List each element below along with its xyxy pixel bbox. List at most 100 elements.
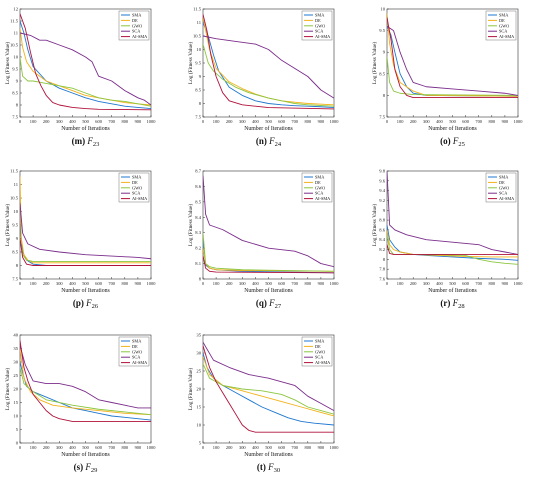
- caption-letter: (m): [72, 136, 88, 146]
- x-tick-label: 800: [305, 281, 312, 286]
- x-tick-label: 300: [56, 445, 63, 450]
- x-axis-label: Number of Iterations: [244, 125, 293, 132]
- y-tick-label: 9.5: [12, 67, 18, 72]
- legend-label: DE: [132, 344, 138, 349]
- series-line-ai-sma: [20, 13, 151, 111]
- x-tick-label: 0: [19, 445, 22, 450]
- x-tick-label: 600: [278, 119, 285, 124]
- y-tick-label: 8.5: [12, 250, 18, 255]
- x-tick-label: 600: [462, 119, 469, 124]
- series-line-sca: [387, 171, 518, 255]
- x-tick-label: 0: [19, 119, 22, 124]
- legend-label: DE: [132, 180, 138, 185]
- x-tick-label: 100: [30, 281, 37, 286]
- caption-subscript: 26: [92, 303, 99, 310]
- y-tick-label: 8.5: [195, 88, 201, 93]
- x-tick-label: 100: [213, 119, 220, 124]
- y-axis-label: Log (Fitness Value): [187, 42, 194, 85]
- y-tick-label: 9: [16, 236, 19, 241]
- legend-label: AI-SMA: [499, 196, 515, 201]
- legend-label: SCA: [499, 29, 508, 34]
- y-tick-label: 30: [196, 351, 201, 356]
- y-tick-label: 8: [199, 101, 202, 106]
- y-tick-label: 7.5: [12, 277, 18, 282]
- series-line-ai-sma: [203, 255, 334, 274]
- x-tick-label: 200: [43, 445, 50, 450]
- series-line-sca: [20, 203, 151, 260]
- caption-function: F: [268, 136, 275, 146]
- series-line-gwo: [203, 43, 334, 107]
- y-tick-label: 8.2: [379, 247, 385, 252]
- series-line-ai-sma: [20, 238, 151, 266]
- y-tick-label: 7.5: [379, 115, 385, 120]
- legend-label: AI-SMA: [132, 360, 148, 365]
- x-tick-label: 500: [265, 119, 272, 124]
- x-tick-label: 400: [436, 281, 443, 286]
- x-tick-label: 500: [265, 445, 272, 450]
- legend-label: SCA: [132, 355, 141, 360]
- y-tick-label: 9: [199, 74, 202, 79]
- series-line-ai-sma: [20, 340, 151, 422]
- x-tick-label: 300: [239, 445, 246, 450]
- y-tick-label: 7.5: [195, 115, 201, 120]
- caption-function: F: [84, 462, 91, 472]
- x-tick-label: 800: [305, 445, 312, 450]
- y-tick-label: 30: [13, 360, 18, 365]
- legend-label: SMA: [499, 175, 509, 180]
- legend-label: GWO: [315, 185, 325, 190]
- y-tick-label: 7.6: [379, 277, 385, 282]
- y-tick-label: 35: [13, 346, 18, 351]
- legend-label: SCA: [499, 191, 508, 196]
- caption-letter: (r): [440, 298, 452, 308]
- x-tick-label: 700: [291, 119, 298, 124]
- x-axis-label: Number of Iterations: [244, 287, 293, 294]
- y-tick-label: 0: [16, 441, 19, 446]
- y-axis-label: Log (Fitness Value): [187, 368, 194, 411]
- legend-label: GWO: [132, 23, 142, 28]
- series-group: [20, 340, 151, 422]
- y-tick-label: 8: [16, 263, 19, 268]
- legend-label: SMA: [132, 13, 142, 18]
- caption-subscript: 23: [93, 141, 100, 148]
- y-tick-label: 15: [13, 400, 18, 405]
- y-axis-label: Log (Fitness Value): [371, 42, 378, 85]
- x-tick-label: 200: [43, 119, 50, 124]
- caption-letter: (t): [257, 462, 268, 472]
- series-group: [387, 13, 518, 99]
- x-tick-label: 700: [291, 445, 298, 450]
- y-tick-label: 10: [13, 414, 18, 419]
- series-line-sca: [203, 35, 334, 99]
- chart-panel-m: 7.5 8 8.5 9 9.5 10 10.5 11 11.5 12 0 100 200 300 400 50…: [4, 7, 156, 149]
- x-tick-label: 200: [43, 281, 50, 286]
- x-tick-label: 900: [318, 119, 325, 124]
- legend-label: SMA: [315, 339, 325, 344]
- caption-letter: (o): [440, 136, 453, 146]
- y-tick-label: 8: [383, 257, 386, 262]
- x-tick-label: 0: [19, 281, 22, 286]
- legend-label: SMA: [315, 13, 325, 18]
- legend-label: SMA: [132, 175, 142, 180]
- x-tick-label: 300: [423, 281, 430, 286]
- x-tick-label: 500: [82, 281, 89, 286]
- legend-label: SCA: [315, 191, 324, 196]
- x-tick-label: 600: [95, 281, 102, 286]
- x-tick-label: 600: [95, 119, 102, 124]
- legend-label: DE: [315, 344, 321, 349]
- x-tick-label: 300: [56, 119, 63, 124]
- x-tick-label: 900: [502, 119, 509, 124]
- x-tick-label: 200: [226, 281, 233, 286]
- legend-label: GWO: [499, 185, 509, 190]
- legend-label: SCA: [132, 29, 141, 34]
- y-tick-label: 9.2: [379, 198, 385, 203]
- x-tick-label: 700: [475, 281, 482, 286]
- y-tick-label: 25: [196, 369, 201, 374]
- series-group: [387, 171, 518, 265]
- x-tick-label: 500: [82, 445, 89, 450]
- x-tick-label: 0: [386, 281, 389, 286]
- y-axis-label: Log (Fitness Value): [4, 368, 11, 411]
- chart-panel-t: 5 10 15 20 25 30 35 0 100 200 300 400 500 600 700 800 90…: [187, 333, 339, 475]
- legend-label: AI-SMA: [132, 34, 148, 39]
- legend-label: SMA: [132, 339, 142, 344]
- x-tick-label: 1000: [330, 119, 340, 124]
